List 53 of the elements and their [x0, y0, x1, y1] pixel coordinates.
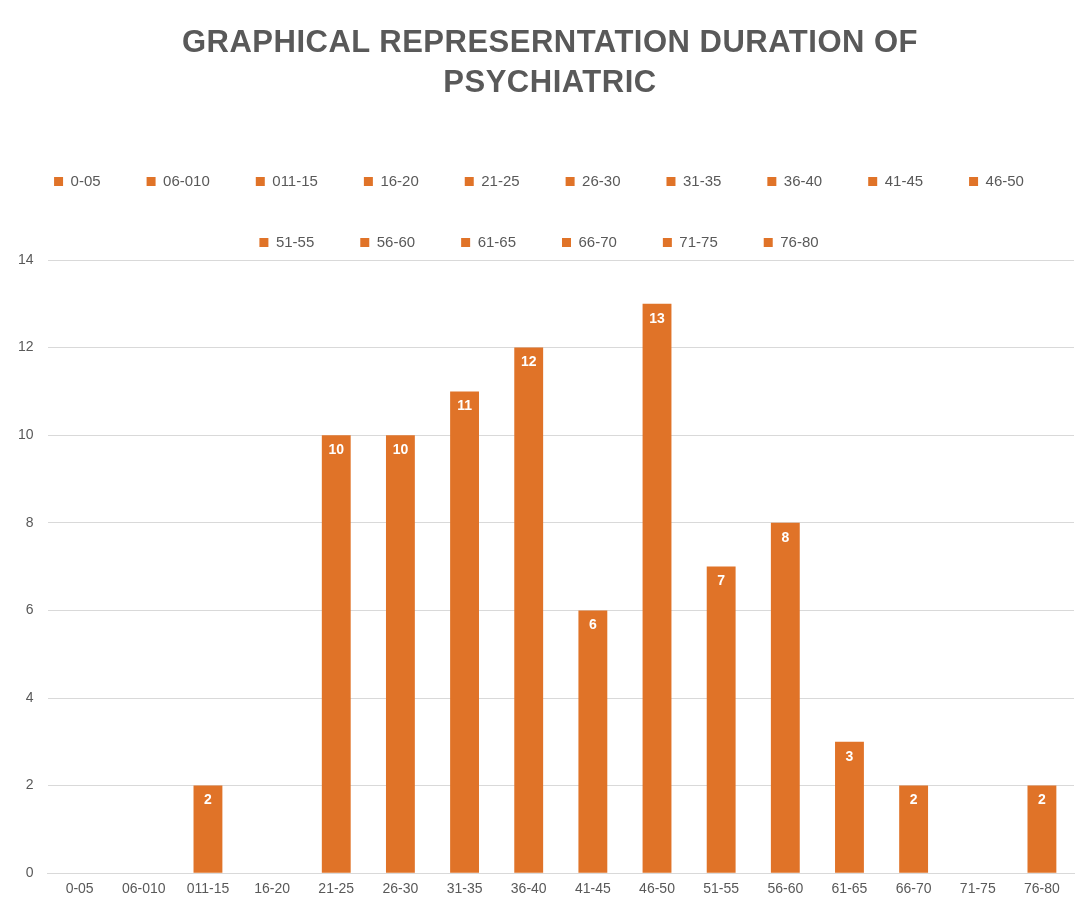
- legend-label: 36-40: [783, 171, 823, 189]
- legend-label: 21-25: [481, 171, 520, 189]
- data-label: 3: [845, 747, 854, 764]
- x-tick-label: 76-80: [1024, 880, 1061, 897]
- legend-label: 41-45: [884, 171, 924, 189]
- x-tick-label: 41-45: [574, 880, 611, 897]
- y-tick-label: 0: [25, 864, 34, 881]
- legend-label: 46-50: [985, 171, 1024, 189]
- data-label: 6: [588, 616, 597, 633]
- data-label: 8: [781, 528, 790, 545]
- x-tick-label: 66-70: [895, 880, 932, 897]
- legend-label: 61-65: [477, 232, 517, 250]
- y-tick-label: 8: [25, 513, 34, 530]
- legend-label: 06-010: [163, 171, 210, 189]
- legend-label: 16-20: [380, 171, 419, 189]
- x-tick-label: 26-30: [382, 880, 419, 897]
- x-tick-label: 31-35: [446, 880, 483, 897]
- y-tick-label: 6: [25, 601, 34, 618]
- x-tick-label: 16-20: [254, 880, 291, 897]
- data-label: 2: [909, 791, 918, 808]
- chart-title: GRAPHICAL REPRESERNTATION DURATION OF PSYCHIATRIC: [180, 23, 920, 101]
- data-label: 13: [649, 309, 666, 326]
- x-tick-label: 21-25: [318, 880, 355, 897]
- x-tick-label: 011-15: [186, 880, 230, 897]
- legend-label: 011-15: [272, 171, 318, 189]
- data-label: 10: [392, 441, 409, 458]
- x-tick-label: 71-75: [959, 880, 996, 897]
- legend-label: 31-35: [682, 171, 722, 189]
- data-label: 10: [328, 441, 345, 458]
- y-tick-label: 4: [25, 688, 34, 705]
- y-tick-label: 14: [17, 250, 34, 267]
- x-tick-label: 61-65: [831, 880, 868, 897]
- legend-label: 66-70: [578, 232, 617, 250]
- legend-label: 0-05: [70, 171, 101, 189]
- legend-label: 76-80: [780, 232, 819, 250]
- y-tick-label: 10: [17, 426, 34, 443]
- data-label: 12: [520, 353, 537, 370]
- legend-label: 56-60: [376, 232, 416, 250]
- x-tick-label: 46-50: [639, 880, 676, 897]
- legend-label: 51-55: [275, 232, 315, 250]
- x-tick-label: 0-05: [65, 880, 94, 897]
- y-tick-label: 12: [17, 338, 34, 355]
- x-tick-label: 56-60: [767, 880, 804, 897]
- y-tick-label: 2: [25, 776, 34, 793]
- x-tick-label: 51-55: [703, 880, 740, 897]
- x-tick-label: 36-40: [510, 880, 547, 897]
- data-label: 2: [204, 791, 213, 808]
- data-label: 7: [717, 572, 726, 589]
- data-label: 2: [1038, 791, 1047, 808]
- data-label: 11: [457, 397, 473, 414]
- legend-label: 26-30: [582, 171, 621, 189]
- legend-label: 71-75: [679, 232, 718, 250]
- x-tick-label: 06-010: [122, 880, 166, 897]
